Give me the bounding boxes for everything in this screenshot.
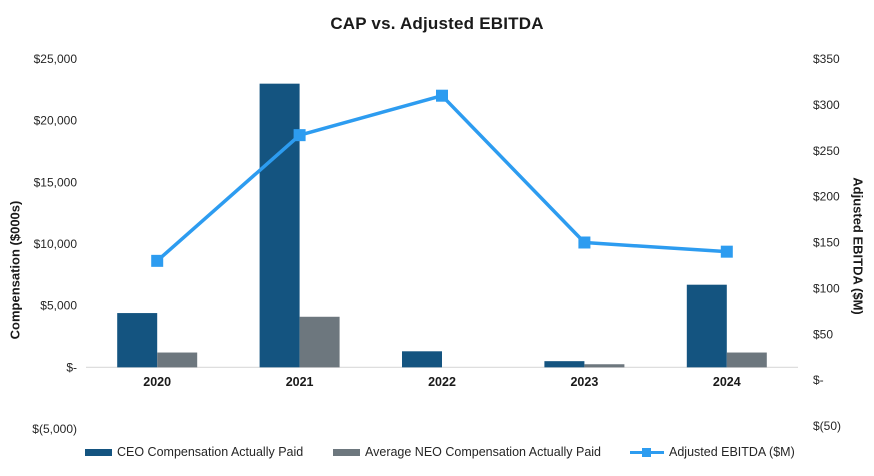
left-axis-tick-label: $15,000: [34, 175, 78, 189]
neo-bar: [726, 352, 767, 368]
ceo-bar: [402, 351, 442, 368]
ebitda-marker: [151, 254, 164, 267]
legend-label-ebitda: Adjusted EBITDA ($M): [669, 445, 795, 459]
right-axis-tick-label: $350: [813, 52, 840, 66]
category-label: 2024: [713, 375, 741, 389]
category-label: 2022: [428, 375, 456, 389]
right-axis-tick-label: $(50): [813, 419, 841, 433]
neo-bar: [157, 352, 198, 368]
left-axis-tick-label: $5,000: [40, 299, 77, 313]
ceo-bar-swatch-icon: [85, 448, 112, 456]
ebitda-line-swatch-icon: [630, 447, 664, 458]
legend: CEO Compensation Actually Paid Average N…: [0, 445, 874, 467]
right-axis-tick-label: $150: [813, 236, 840, 250]
ebitda-line: [156, 93, 727, 263]
ceo-bar: [544, 361, 585, 368]
chart-title: CAP vs. Adjusted EBITDA: [330, 14, 544, 33]
ebitda-marker-glyph: [642, 447, 651, 457]
right-axis-tick-label: $200: [813, 190, 840, 204]
legend-item-ceo: CEO Compensation Actually Paid: [85, 445, 303, 459]
right-axis-tick-label: $100: [813, 281, 840, 295]
left-axis-tick-label: $-: [66, 360, 77, 374]
neo-bar: [584, 364, 625, 368]
neo-bar-swatch-icon: [333, 448, 360, 456]
ebitda-marker: [436, 89, 448, 102]
neo-bar: [299, 316, 340, 368]
right-axis-tick-label: $300: [813, 98, 840, 112]
legend-item-ebitda: Adjusted EBITDA ($M): [630, 445, 795, 459]
left-axis-tick-label: $25,000: [34, 52, 78, 66]
legend-item-neo: Average NEO Compensation Actually Paid: [333, 445, 601, 459]
right-axis-tick-label: $250: [813, 144, 840, 158]
category-label: 2021: [286, 375, 314, 389]
ebitda-marker: [578, 236, 591, 249]
category-label: 2020: [143, 375, 171, 389]
ebitda-marker: [720, 245, 733, 258]
left-axis-tick-label: $(5,000): [32, 422, 77, 436]
left-axis-tick-label: $10,000: [34, 237, 78, 251]
ebitda-marker: [293, 129, 306, 142]
ceo-bar: [117, 313, 158, 368]
left-axis-tick-label: $20,000: [34, 114, 78, 128]
category-label: 2023: [570, 375, 598, 389]
right-axis-tick-label: $-: [813, 373, 824, 387]
ceo-bar: [259, 83, 300, 368]
legend-label-neo: Average NEO Compensation Actually Paid: [365, 445, 602, 459]
right-axis-tick-label: $50: [813, 327, 833, 341]
ceo-bar: [686, 284, 727, 368]
legend-label-ceo: CEO Compensation Actually Paid: [117, 445, 304, 459]
